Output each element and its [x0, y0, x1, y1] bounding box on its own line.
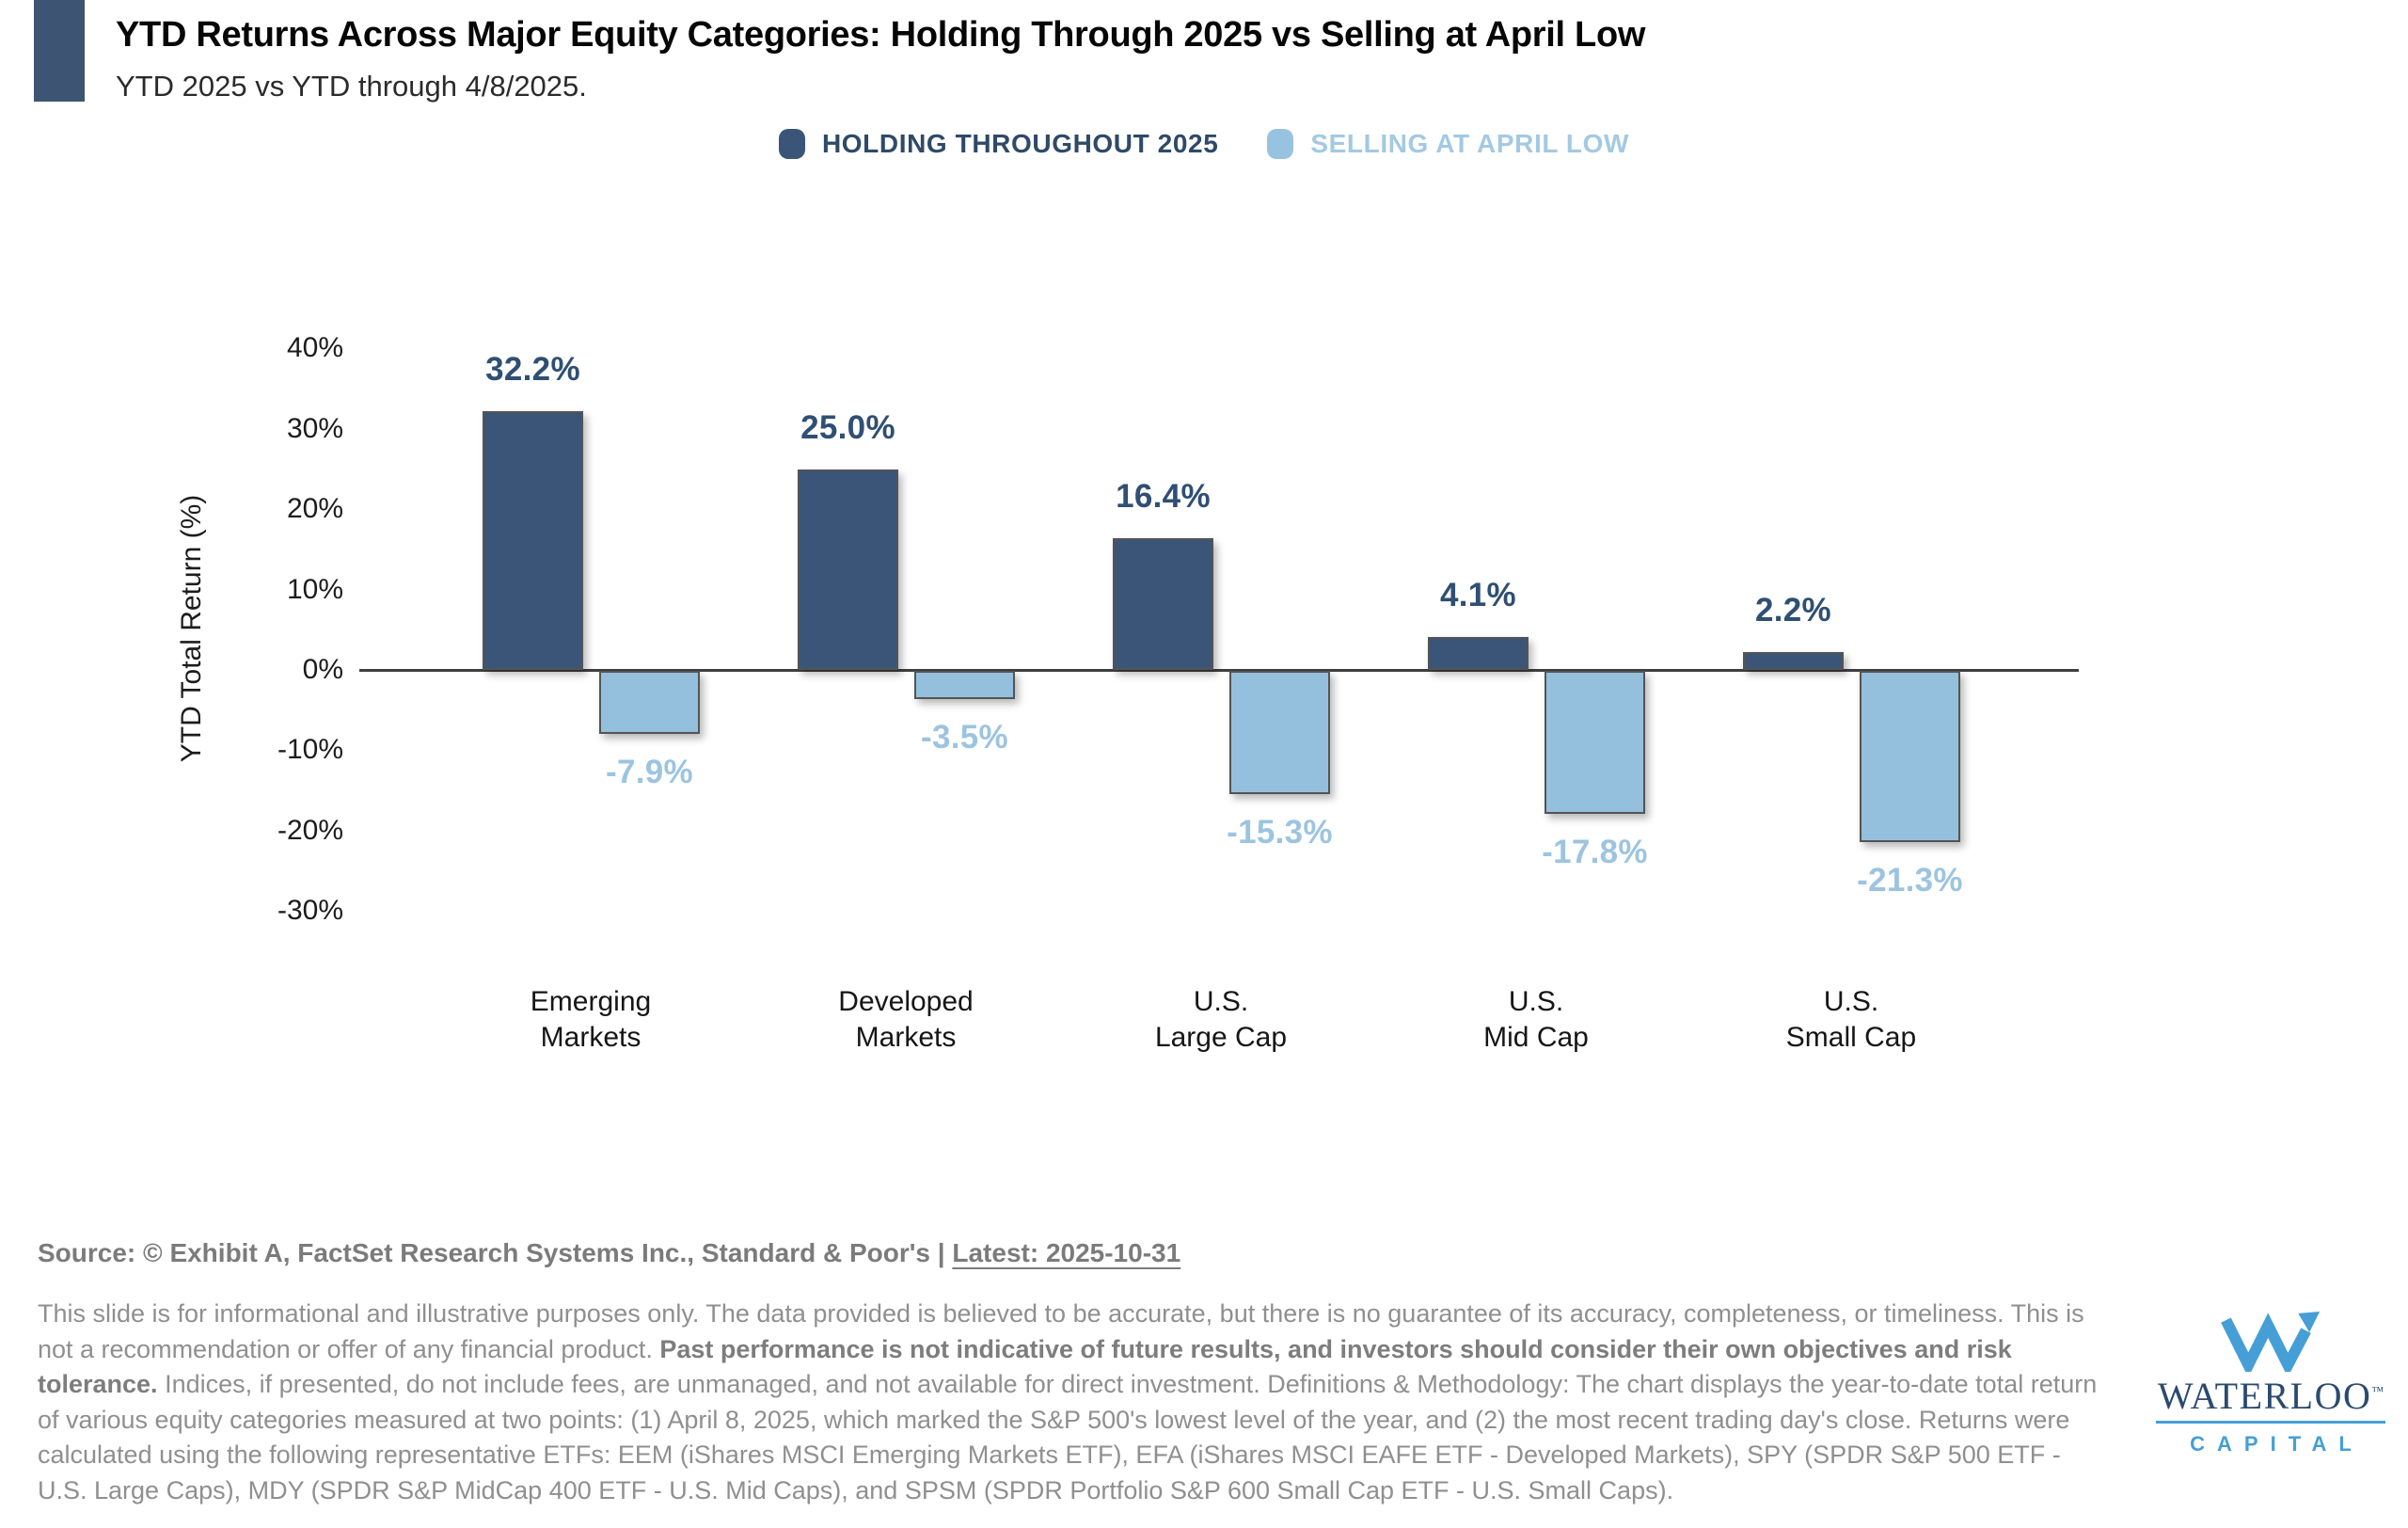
y-tick-label: 0%: [302, 654, 343, 685]
waterloo-capital-logo: WATERLOO™ CAPITAL: [2152, 1312, 2389, 1456]
header-accent-bar: [34, 0, 85, 102]
trademark-symbol: ™: [2371, 1383, 2384, 1398]
bar-selling-u.s.-mid-cap: [1545, 671, 1645, 814]
bar-selling-developed-markets: [914, 671, 1015, 699]
bar-selling-emerging-markets: [599, 671, 700, 734]
value-label-holding-u.s.-large-cap: 16.4%: [1116, 478, 1211, 515]
legend-item-selling: SELLING AT APRIL LOW: [1267, 129, 1629, 159]
y-tick-label: -30%: [277, 895, 343, 927]
legend-label-holding: HOLDING THROUGHOUT 2025: [821, 129, 1219, 158]
y-tick-label: 10%: [286, 573, 343, 605]
y-tick-label: 30%: [286, 412, 343, 444]
logo-wordmark: WATERLOO™: [2157, 1375, 2384, 1417]
y-axis-title: YTD Total Return (%): [176, 494, 207, 763]
value-label-selling-u.s.-mid-cap: -17.8%: [1542, 834, 1648, 870]
legend-item-holding: HOLDING THROUGHOUT 2025: [778, 129, 1219, 159]
value-label-holding-u.s.-mid-cap: 4.1%: [1440, 577, 1516, 613]
bar-holding-u.s.-mid-cap: [1428, 637, 1529, 670]
disclaimer-pre: This slide is for informational and illu…: [38, 1299, 2084, 1363]
waterloo-w-arrow-icon: [2221, 1312, 2321, 1372]
value-label-holding-developed-markets: 25.0%: [800, 409, 895, 446]
source-text: Source: © Exhibit A, FactSet Research Sy…: [38, 1238, 953, 1267]
source-line: Source: © Exhibit A, FactSet Research Sy…: [38, 1238, 1180, 1268]
x-axis-zero-line: [359, 669, 2079, 672]
value-label-holding-emerging-markets: 32.2%: [485, 351, 580, 388]
bar-selling-u.s.-small-cap: [1860, 671, 1960, 842]
category-label-emerging-markets: Emerging Markets: [530, 986, 652, 1053]
disclaimer-post: Indices, if presented, do not include fe…: [38, 1370, 2098, 1504]
category-label-u.s.-mid-cap: U.S. Mid Cap: [1483, 986, 1589, 1053]
logo-divider: [2156, 1421, 2385, 1424]
legend-label-selling: SELLING AT APRIL LOW: [1310, 129, 1630, 158]
category-label-u.s.-large-cap: U.S. Large Cap: [1154, 986, 1288, 1053]
y-tick-label: -10%: [277, 734, 343, 766]
value-label-selling-u.s.-small-cap: -21.3%: [1857, 862, 1963, 899]
category-label-developed-markets: Developed Markets: [838, 986, 974, 1053]
disclaimer-bold: Past performance is not indicative of fu…: [38, 1334, 2012, 1399]
value-label-selling-u.s.-large-cap: -15.3%: [1227, 814, 1333, 851]
bar-holding-developed-markets: [798, 470, 898, 670]
disclaimer-text: This slide is for informational and illu…: [38, 1297, 2102, 1508]
bar-holding-u.s.-small-cap: [1743, 652, 1844, 670]
source-latest-link[interactable]: Latest: 2025-10-31: [952, 1238, 1181, 1267]
page-title: YTD Returns Across Major Equity Categori…: [116, 15, 1646, 55]
category-label-u.s.-small-cap: U.S. Small Cap: [1785, 986, 1917, 1053]
y-tick-label: 20%: [286, 493, 343, 525]
bar-holding-u.s.-large-cap: [1113, 538, 1213, 670]
bar-holding-emerging-markets: [483, 411, 583, 670]
y-tick-label: -20%: [277, 814, 343, 846]
legend-swatch-holding-icon: [778, 129, 805, 159]
logo-sub-label: CAPITAL: [2190, 1432, 2364, 1456]
value-label-selling-developed-markets: -3.5%: [921, 719, 1008, 756]
legend-swatch-selling-icon: [1267, 129, 1294, 159]
page-subtitle: YTD 2025 vs YTD through 4/8/2025.: [116, 70, 587, 103]
y-tick-label: 40%: [286, 332, 343, 364]
bar-selling-u.s.-large-cap: [1229, 671, 1330, 794]
value-label-selling-emerging-markets: -7.9%: [606, 754, 693, 790]
value-label-holding-u.s.-small-cap: 2.2%: [1755, 592, 1831, 629]
chart-legend: HOLDING THROUGHOUT 2025 SELLING AT APRIL…: [0, 124, 2408, 164]
